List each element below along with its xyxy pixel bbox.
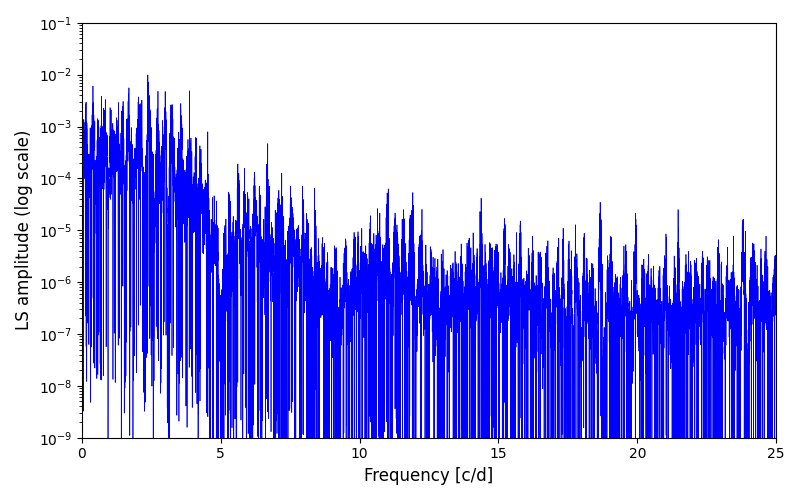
Y-axis label: LS amplitude (log scale): LS amplitude (log scale) xyxy=(15,130,33,330)
X-axis label: Frequency [c/d]: Frequency [c/d] xyxy=(364,467,494,485)
